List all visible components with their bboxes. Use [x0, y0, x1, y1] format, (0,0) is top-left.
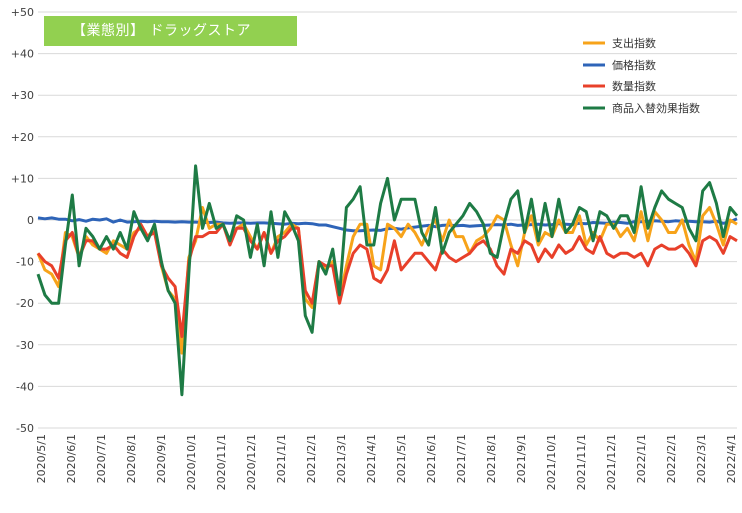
x-tick-label: 2021/5/1	[395, 434, 408, 483]
legend-label: 価格指数	[612, 58, 656, 72]
y-axis-tick-labels: +50 +40 +30 +20 +10 0 -10 -20 -30 -40 -50	[11, 6, 34, 435]
y-tick-label: -30	[16, 339, 34, 352]
y-tick-label: +40	[11, 48, 34, 61]
x-tick-label: 2020/11/1	[215, 434, 228, 490]
x-tick-label: 2021/8/1	[485, 434, 498, 483]
x-tick-label: 2021/2/1	[305, 434, 318, 483]
x-tick-label: 2021/12/1	[605, 434, 618, 490]
y-tick-label: -40	[16, 380, 34, 393]
chart-title: 【業態別】 ドラッグストア	[44, 16, 297, 46]
x-tick-label: 2021/10/1	[545, 434, 558, 490]
series-lines	[36, 164, 739, 397]
legend-label: 商品入替効果指数	[612, 101, 700, 115]
series-line-2	[36, 222, 738, 338]
y-tick-label: -10	[16, 256, 34, 269]
x-tick-label: 2020/5/1	[35, 434, 48, 483]
y-tick-label: -20	[16, 297, 34, 310]
x-tick-label: 2020/8/1	[125, 434, 138, 483]
y-tick-label: 0	[27, 214, 34, 227]
legend-label: 支出指数	[612, 36, 656, 50]
y-tick-label: +30	[11, 89, 34, 102]
x-tick-label: 2020/7/1	[95, 434, 108, 483]
x-tick-label: 2021/4/1	[365, 434, 378, 483]
y-tick-label: +10	[11, 172, 34, 185]
x-tick-label: 2021/7/1	[455, 434, 468, 483]
x-tick-label: 2022/3/1	[695, 434, 708, 483]
x-tick-label: 2021/11/1	[575, 434, 588, 490]
x-tick-label: 2022/1/1	[635, 434, 648, 483]
x-tick-label: 2022/4/1	[725, 434, 738, 483]
x-tick-label: 2021/6/1	[425, 434, 438, 483]
x-tick-label: 2020/10/1	[185, 434, 198, 490]
x-axis-tick-labels: 2020/5/1 2020/6/1 2020/7/1 2020/8/1 2020/9/1…	[35, 434, 738, 490]
x-tick-label: 2022/2/1	[665, 434, 678, 483]
x-tick-label: 2020/12/1	[245, 434, 258, 490]
series-line-3	[36, 164, 739, 397]
x-tick-label: 2020/9/1	[155, 434, 168, 483]
x-tick-label: 2021/3/1	[335, 434, 348, 483]
x-tick-label: 2021/1/1	[275, 434, 288, 483]
x-tick-label: 2021/9/1	[515, 434, 528, 483]
y-tick-label: +20	[11, 131, 34, 144]
legend-label: 数量指数	[612, 79, 656, 93]
y-tick-label: -50	[16, 422, 34, 435]
x-tick-label: 2020/6/1	[65, 434, 78, 483]
y-tick-label: +50	[11, 6, 34, 19]
